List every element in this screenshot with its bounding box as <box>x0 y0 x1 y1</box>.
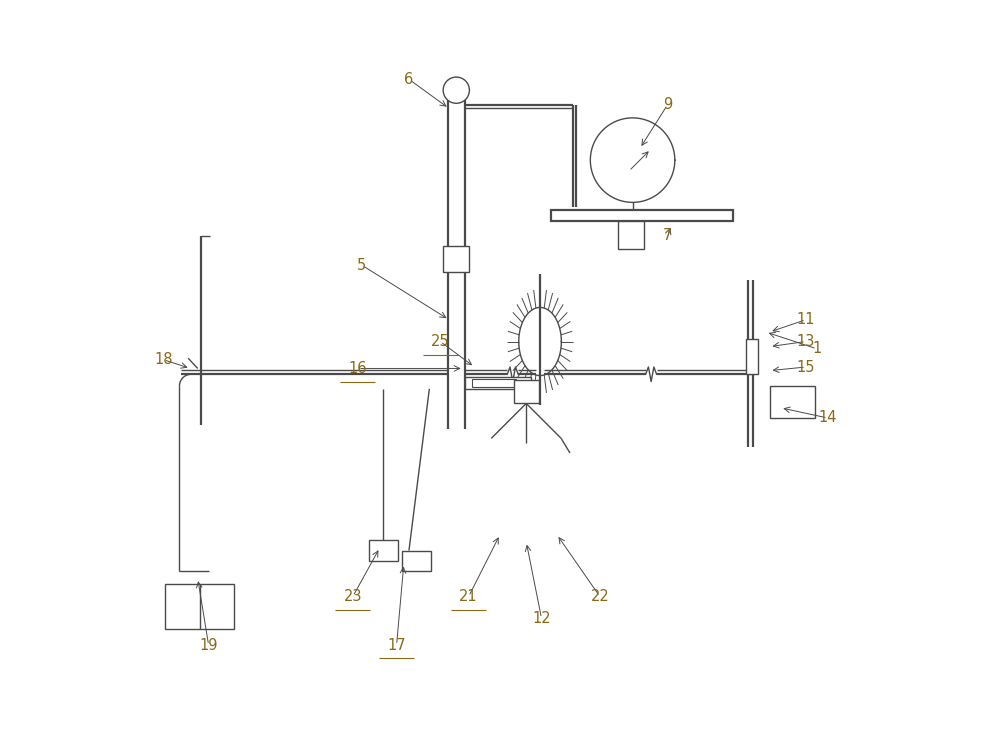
Bar <box>443 246 469 272</box>
Bar <box>369 540 398 561</box>
Text: 19: 19 <box>199 638 218 653</box>
Bar <box>746 339 758 374</box>
Text: 16: 16 <box>349 361 367 376</box>
Text: 6: 6 <box>404 72 414 87</box>
Text: 25: 25 <box>431 334 450 349</box>
Text: 18: 18 <box>154 352 173 367</box>
Bar <box>165 584 234 629</box>
Text: 15: 15 <box>797 360 815 374</box>
Circle shape <box>443 77 469 103</box>
Text: 7: 7 <box>663 228 672 244</box>
Text: 1: 1 <box>812 341 821 356</box>
Bar <box>465 377 531 389</box>
Text: 11: 11 <box>797 312 815 327</box>
Text: 23: 23 <box>344 589 362 604</box>
Text: 9: 9 <box>663 98 672 112</box>
Bar <box>618 222 644 249</box>
Text: 22: 22 <box>590 589 609 604</box>
Text: 14: 14 <box>819 410 837 426</box>
Bar <box>514 380 539 404</box>
Bar <box>551 210 733 222</box>
Bar <box>402 550 431 571</box>
Bar <box>472 379 516 388</box>
Bar <box>770 386 815 418</box>
Text: 21: 21 <box>459 589 478 604</box>
Text: 17: 17 <box>387 638 406 653</box>
Text: 5: 5 <box>357 258 366 272</box>
Text: 13: 13 <box>797 334 815 349</box>
Text: 12: 12 <box>532 611 551 626</box>
